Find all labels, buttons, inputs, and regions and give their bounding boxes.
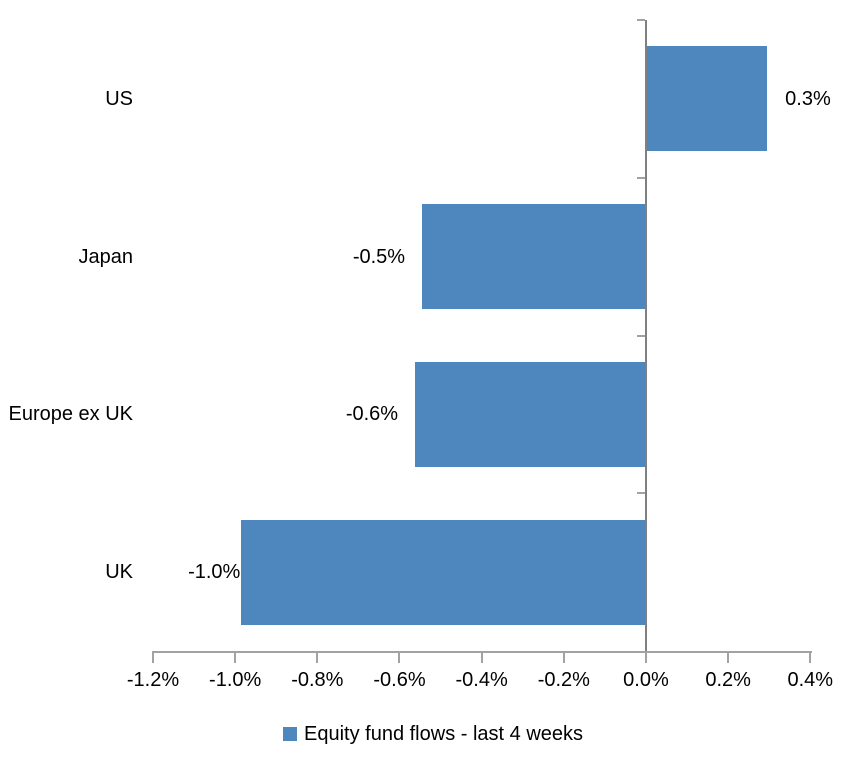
category-label-europe-ex-uk: Europe ex UK <box>8 403 133 426</box>
x-axis-tick-label: 0.0% <box>623 669 669 691</box>
x-axis-tick <box>809 653 812 663</box>
bar-japan <box>422 204 645 310</box>
x-axis-tick-label: 0.4% <box>787 669 834 691</box>
category-axis-line <box>644 20 647 651</box>
data-label-us: 0.3% <box>785 87 831 110</box>
x-axis-tick-label: -1.2% <box>126 669 180 691</box>
data-label-japan: -0.5% <box>352 245 406 268</box>
x-axis-tick-label: -0.4% <box>455 669 508 691</box>
x-axis-tick-label: -0.6% <box>373 669 426 691</box>
category-label-japan: Japan <box>78 245 134 268</box>
category-axis-tick <box>636 176 645 179</box>
x-axis-tick-label: 0.2% <box>705 669 751 691</box>
category-label-us: US <box>105 87 133 110</box>
category-axis-tick <box>636 334 645 337</box>
x-axis-tick <box>234 653 237 663</box>
x-axis-tick <box>480 653 483 663</box>
x-axis-tick <box>398 653 401 663</box>
x-axis-tick-label: -0.2% <box>537 669 590 691</box>
category-axis-tick <box>636 19 645 21</box>
legend-marker-square <box>283 727 297 741</box>
legend-label: Equity fund flows - last 4 weeks <box>304 723 584 745</box>
x-axis-tick <box>316 653 319 663</box>
x-axis-line <box>152 651 813 653</box>
category-axis-tick <box>636 492 645 495</box>
data-label-europe-ex-uk: -0.6% <box>345 403 399 426</box>
legend: Equity fund flows - last 4 weeks <box>283 722 583 746</box>
category-label-uk: UK <box>105 561 133 584</box>
bar-uk <box>241 519 645 625</box>
x-axis-tick-label: -0.8% <box>291 669 344 691</box>
bar-europe-ex-uk <box>415 361 645 467</box>
x-axis-tick <box>562 653 565 663</box>
data-label-uk: -1.0% <box>188 561 241 584</box>
x-axis-tick <box>727 653 730 663</box>
x-axis-tick-label: -1.0% <box>209 669 262 691</box>
bar-us <box>646 46 768 152</box>
x-axis-tick <box>644 653 647 663</box>
x-axis-tick <box>152 653 154 663</box>
